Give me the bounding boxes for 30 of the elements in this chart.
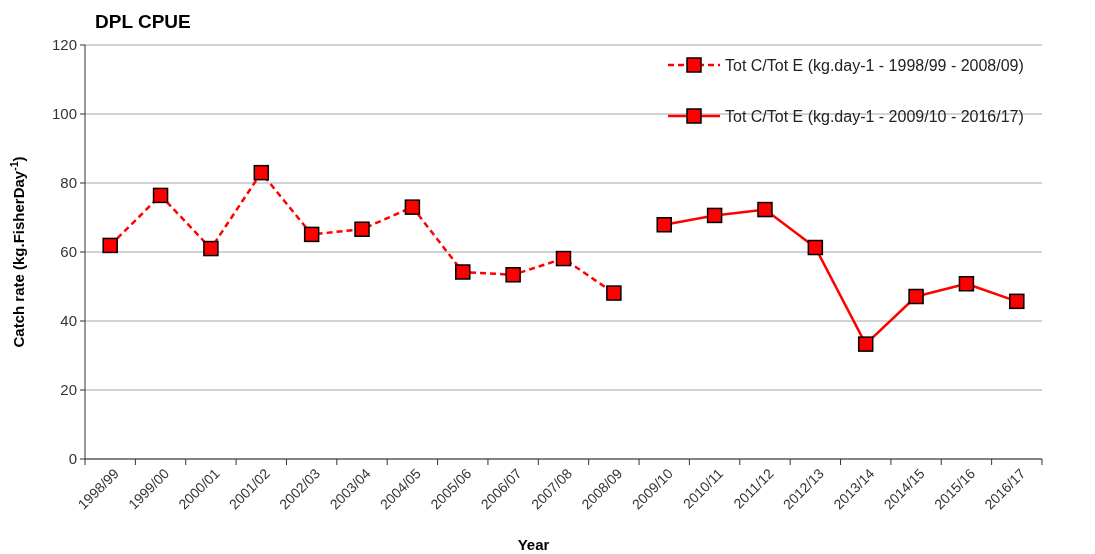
legend-label: Tot C/Tot E (kg.day-1 - 2009/10 - 2016/17) (725, 107, 1024, 125)
point (354, 221, 370, 237)
point (857, 336, 874, 352)
point (1009, 293, 1025, 310)
y-tick-label: 80 (60, 174, 77, 192)
y-tick-label: 60 (60, 243, 77, 261)
point (404, 199, 421, 215)
point (555, 250, 572, 267)
point (757, 201, 773, 218)
chart-title: DPL CPUE (95, 11, 191, 32)
point (303, 226, 320, 243)
x-axis-title: Year (517, 536, 550, 553)
point (908, 288, 924, 305)
point (706, 207, 723, 224)
point (253, 164, 270, 181)
y-tick-label: 40 (60, 312, 77, 330)
legend-label: Tot C/Tot E (kg.day-1 - 1998/99 - 2008/09) (725, 56, 1024, 74)
y-tick-label: 120 (51, 36, 77, 54)
point (656, 217, 672, 233)
point (606, 285, 622, 301)
y-tick-label: 0 (68, 450, 77, 468)
point (505, 267, 521, 283)
point (102, 237, 118, 254)
point (152, 187, 169, 204)
point (958, 275, 975, 292)
point (455, 264, 471, 280)
y-tick-label: 100 (51, 105, 77, 123)
y-tick-label: 20 (60, 381, 77, 399)
point (807, 239, 824, 256)
point (203, 240, 219, 257)
